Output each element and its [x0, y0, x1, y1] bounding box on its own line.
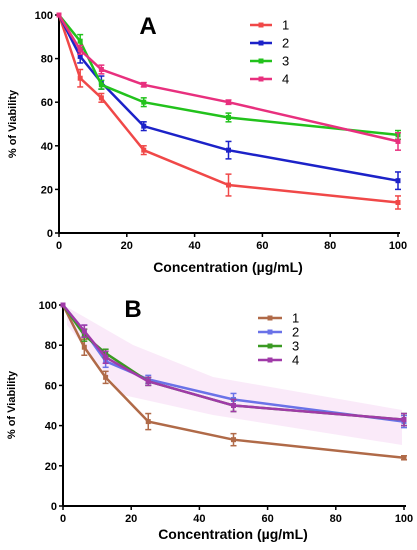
legend: 1 2 3 4 [250, 18, 289, 87]
x-tick-label: 100 [395, 513, 413, 525]
data-point [395, 199, 401, 205]
data-point [77, 38, 83, 44]
y-tick-label: 60 [41, 97, 53, 109]
chart-panel-a: A 0 20 40 60 80 100 0 20 40 60 80 100 Concentration (… [7, 10, 407, 275]
panel-label: A [139, 13, 156, 40]
x-tick-label: 0 [60, 513, 66, 525]
y-axis-label: % of Viability [7, 89, 19, 158]
legend-label-1: 1 [282, 18, 289, 33]
data-point [401, 417, 407, 423]
series-line [57, 14, 399, 143]
y-tick-label: 60 [45, 380, 57, 392]
chart-panel-b: B 0 20 40 60 80 100 0 20 40 60 80 100 Concentration (… [6, 296, 413, 542]
series-line [62, 304, 405, 421]
series-line [58, 14, 399, 137]
x-tick-label: 60 [261, 513, 273, 525]
data-point [231, 437, 236, 443]
data-point [141, 99, 147, 105]
legend-label-2: 2 [282, 36, 289, 51]
series-3 [56, 12, 401, 141]
data-point [77, 75, 83, 81]
data-point [103, 374, 109, 380]
legend-marker-4 [258, 76, 264, 82]
legend-label-2: 2 [292, 325, 299, 340]
y-tick-label: 20 [45, 461, 57, 473]
y-tick-label: 20 [41, 184, 53, 196]
highlight-region [67, 307, 402, 445]
x-tick-label: 20 [125, 513, 137, 525]
data-point [98, 67, 104, 72]
series-line [57, 14, 399, 204]
y-tick-label: 80 [41, 54, 53, 66]
legend-label-4: 4 [292, 353, 299, 368]
legend-marker-2 [258, 40, 264, 46]
data-point [231, 403, 236, 408]
series-4 [60, 302, 407, 427]
legend-label-1: 1 [292, 311, 299, 326]
y-tick-label: 40 [45, 421, 57, 433]
y-tick-label: 100 [35, 10, 53, 22]
legend-marker-1 [258, 22, 264, 28]
data-point [401, 455, 407, 461]
data-point [81, 344, 87, 350]
x-tick-label: 60 [256, 240, 268, 252]
x-tick-label: 80 [330, 513, 342, 525]
data-point [226, 114, 231, 120]
x-tick-label: 40 [188, 240, 200, 252]
data-point [60, 302, 66, 308]
x-axis-label: Concentration (µg/mL) [153, 259, 303, 275]
data-point [141, 82, 147, 88]
legend-label-3: 3 [282, 54, 289, 69]
x-tick-label: 40 [193, 513, 205, 525]
data-point [145, 419, 151, 425]
x-axis-label: Concentration (µg/mL) [158, 526, 308, 542]
y-tick-label: 0 [51, 501, 57, 513]
legend-marker-2 [267, 329, 273, 335]
data-point [141, 147, 147, 153]
data-point [226, 147, 231, 153]
data-point [226, 182, 231, 188]
legend-label-3: 3 [292, 339, 299, 354]
legend-label-4: 4 [282, 72, 289, 87]
legend-marker-3 [267, 343, 273, 349]
series-1 [56, 12, 401, 210]
series-4 [56, 12, 401, 151]
x-tick-label: 0 [56, 240, 62, 252]
data-point [395, 138, 401, 144]
legend-marker-4 [267, 357, 273, 363]
data-point [98, 95, 104, 101]
y-tick-label: 100 [39, 300, 57, 312]
y-axis-label: % of Viability [6, 370, 18, 439]
series-line [61, 304, 405, 460]
data-point [77, 47, 83, 53]
x-tick-label: 80 [324, 240, 336, 252]
legend-marker-1 [267, 315, 273, 321]
y-tick-label: 80 [45, 340, 57, 352]
data-point [103, 354, 109, 360]
panel-label: B [124, 296, 141, 323]
data-point [77, 53, 83, 59]
data-point [395, 178, 401, 184]
x-tick-label: 20 [121, 240, 133, 252]
y-tick-label: 40 [41, 141, 53, 153]
x-tick-label: 100 [389, 240, 407, 252]
data-point [98, 82, 104, 88]
series-line [57, 14, 399, 182]
legend-marker-3 [258, 58, 264, 64]
data-point [141, 123, 147, 129]
data-point [226, 99, 231, 105]
data-point [56, 12, 62, 18]
data-point [145, 378, 151, 384]
y-tick-label: 0 [47, 228, 53, 240]
data-point [81, 328, 87, 334]
